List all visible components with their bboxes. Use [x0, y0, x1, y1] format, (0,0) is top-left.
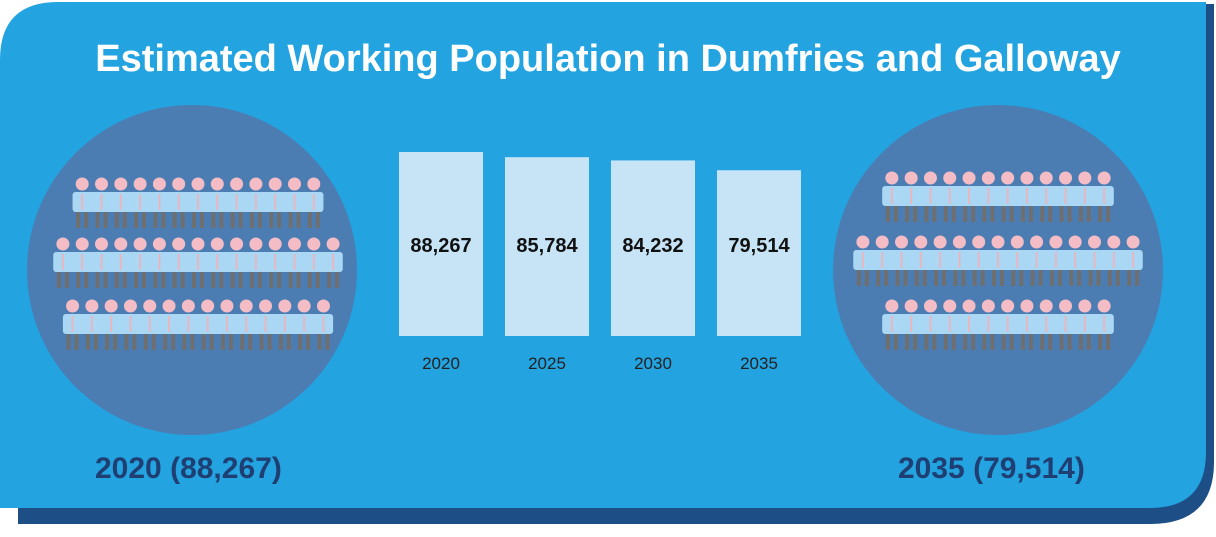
caption-2020: 2020 (88,267): [95, 452, 282, 485]
value-label-2025: 85,784: [516, 235, 578, 257]
tick-label-2035: 2035: [740, 354, 778, 373]
value-label-2035: 79,514: [728, 235, 790, 257]
bar-2020: [399, 152, 483, 336]
people-crowd-icon: [853, 171, 1143, 350]
value-label-2030: 84,232: [622, 235, 683, 257]
tick-label-2020: 2020: [422, 354, 460, 373]
tick-label-2030: 2030: [634, 354, 672, 373]
people-crowd-icon: [53, 177, 343, 350]
bar-2030: [611, 160, 695, 336]
tick-label-2025: 2025: [528, 354, 566, 373]
bar-2025: [505, 157, 589, 336]
page-title: Estimated Working Population in Dumfries…: [95, 38, 1121, 80]
value-label-2020: 88,267: [410, 235, 471, 257]
caption-2035: 2035 (79,514): [898, 452, 1085, 485]
bar-2035: [717, 170, 801, 336]
bar-chart: 88,267 2020 85,784 2025 84,232 2030 79,514 2035: [399, 152, 801, 373]
